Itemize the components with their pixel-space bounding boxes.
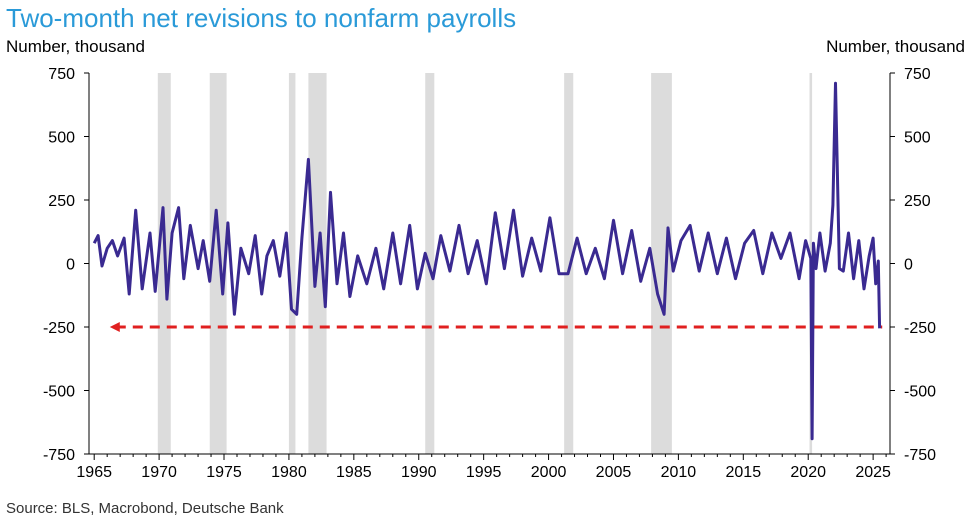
x-tick-label: 1970 — [141, 464, 177, 481]
y-axis-right-label: Number, thousand — [826, 37, 965, 56]
y-tick-label-right: 250 — [904, 193, 931, 210]
reference-arrow — [109, 322, 120, 332]
y-tick-label-left: -250 — [43, 320, 75, 337]
x-tick-label: 1980 — [271, 464, 307, 481]
y-tick-label-right: -750 — [904, 447, 936, 464]
y-tick-label-right: -250 — [904, 320, 936, 337]
x-tick-label: 2020 — [790, 464, 826, 481]
y-tick-label-right: 750 — [904, 66, 931, 83]
x-tick-label: 2000 — [531, 464, 567, 481]
x-tick-label: 1995 — [466, 464, 502, 481]
series-line — [92, 81, 882, 441]
y-tick-label-right: -500 — [904, 384, 936, 401]
recession-band — [288, 73, 296, 454]
y-tick-label-left: 500 — [48, 130, 75, 147]
y-tick-label-left: -750 — [43, 447, 75, 464]
x-tick-label: 1985 — [336, 464, 372, 481]
x-tick-label: 2015 — [726, 464, 762, 481]
chart-title: Two-month net revisions to nonfarm payro… — [6, 3, 517, 33]
x-tick-label: 1975 — [206, 464, 242, 481]
recession-band — [564, 73, 574, 454]
x-tick-label: 2010 — [661, 464, 697, 481]
y-axis-left-label: Number, thousand — [6, 37, 145, 56]
recession-band — [651, 73, 672, 454]
source-note: Source: BLS, Macrobond, Deutsche Bank — [6, 500, 284, 517]
x-tick-label: 2005 — [596, 464, 632, 481]
y-tick-label-left: 250 — [48, 193, 75, 210]
y-tick-label-left: 750 — [48, 66, 75, 83]
recession-band — [209, 73, 227, 454]
y-tick-label-right: 500 — [904, 130, 931, 147]
x-tick-label: 1990 — [401, 464, 437, 481]
x-tick-label: 1965 — [76, 464, 112, 481]
y-tick-label-right: 0 — [904, 257, 913, 274]
x-tick-label: 2025 — [855, 464, 891, 481]
y-tick-label-left: -500 — [43, 384, 75, 401]
y-tick-label-left: 0 — [66, 257, 75, 274]
